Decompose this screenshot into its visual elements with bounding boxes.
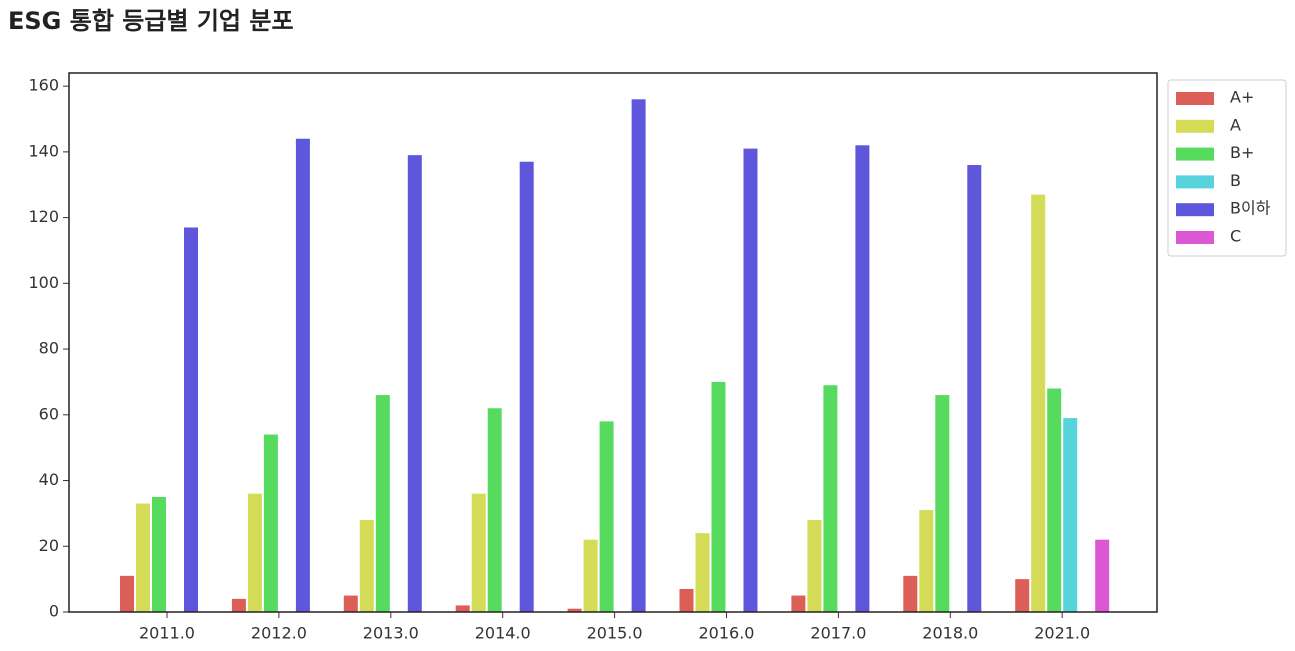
y-tick-label: 60 [39, 404, 59, 423]
bar [679, 588, 694, 612]
bar [1047, 388, 1062, 612]
legend-swatch [1176, 231, 1214, 244]
bar [231, 598, 246, 612]
bar [343, 595, 358, 612]
legend-swatch [1176, 119, 1214, 133]
bar [487, 408, 502, 612]
bar [599, 421, 614, 612]
bar [407, 155, 422, 613]
bar [184, 227, 198, 612]
legend-label: A [1230, 115, 1241, 134]
bar [120, 575, 134, 612]
legend-label: B+ [1230, 143, 1254, 162]
bar [791, 595, 806, 612]
bar [1095, 539, 1110, 612]
x-tick-label: 2011.0 [139, 624, 195, 643]
legend-swatch [1176, 147, 1214, 161]
legend-swatch [1176, 175, 1214, 189]
y-tick-label: 20 [39, 536, 59, 555]
bar [935, 395, 950, 612]
y-tick-label: 40 [39, 470, 59, 489]
x-tick-label: 2018.0 [922, 624, 978, 643]
bar [823, 385, 838, 612]
bar [711, 381, 726, 612]
bar [583, 539, 598, 612]
x-tick-label: 2021.0 [1034, 624, 1090, 643]
bar [1015, 579, 1030, 612]
bar [247, 493, 262, 612]
bar [807, 519, 822, 612]
bar [471, 493, 486, 612]
legend-label: B [1230, 171, 1241, 190]
bar [903, 575, 918, 612]
bar [375, 395, 390, 612]
legend-box [1167, 79, 1287, 257]
x-tick-label: 2017.0 [810, 624, 866, 643]
x-tick-label: 2013.0 [363, 624, 419, 643]
bar [1031, 194, 1046, 613]
y-tick-label: 120 [28, 207, 59, 226]
bar [631, 99, 646, 613]
bar [455, 605, 470, 612]
bar [855, 145, 870, 612]
legend-label: B이하 [1230, 199, 1271, 218]
bar [919, 510, 934, 612]
legend-swatch [1176, 203, 1214, 217]
legend-label: A+ [1230, 88, 1254, 107]
bar [136, 503, 150, 612]
bar [695, 533, 710, 612]
bar [967, 165, 982, 612]
x-tick-label: 2016.0 [699, 624, 755, 643]
bar [567, 608, 582, 612]
bar [152, 496, 166, 612]
y-tick-label: 140 [28, 141, 59, 160]
bar [263, 434, 278, 612]
bar [295, 138, 310, 613]
y-tick-label: 80 [39, 339, 59, 358]
y-tick-label: 100 [28, 273, 59, 292]
bar [519, 161, 534, 613]
x-tick-label: 2012.0 [251, 624, 307, 643]
y-tick-label: 160 [28, 76, 59, 95]
legend-swatch [1176, 92, 1214, 105]
bar [1063, 418, 1078, 612]
bar [743, 148, 758, 612]
chart-title: ESG 통합 등급별 기업 분포 [8, 7, 294, 35]
x-tick-label: 2015.0 [587, 624, 643, 643]
y-tick-label: 0 [49, 602, 59, 621]
legend-label: C [1230, 227, 1241, 246]
plot-frame [68, 72, 1158, 613]
x-tick-label: 2014.0 [475, 624, 531, 643]
bar [359, 519, 374, 612]
